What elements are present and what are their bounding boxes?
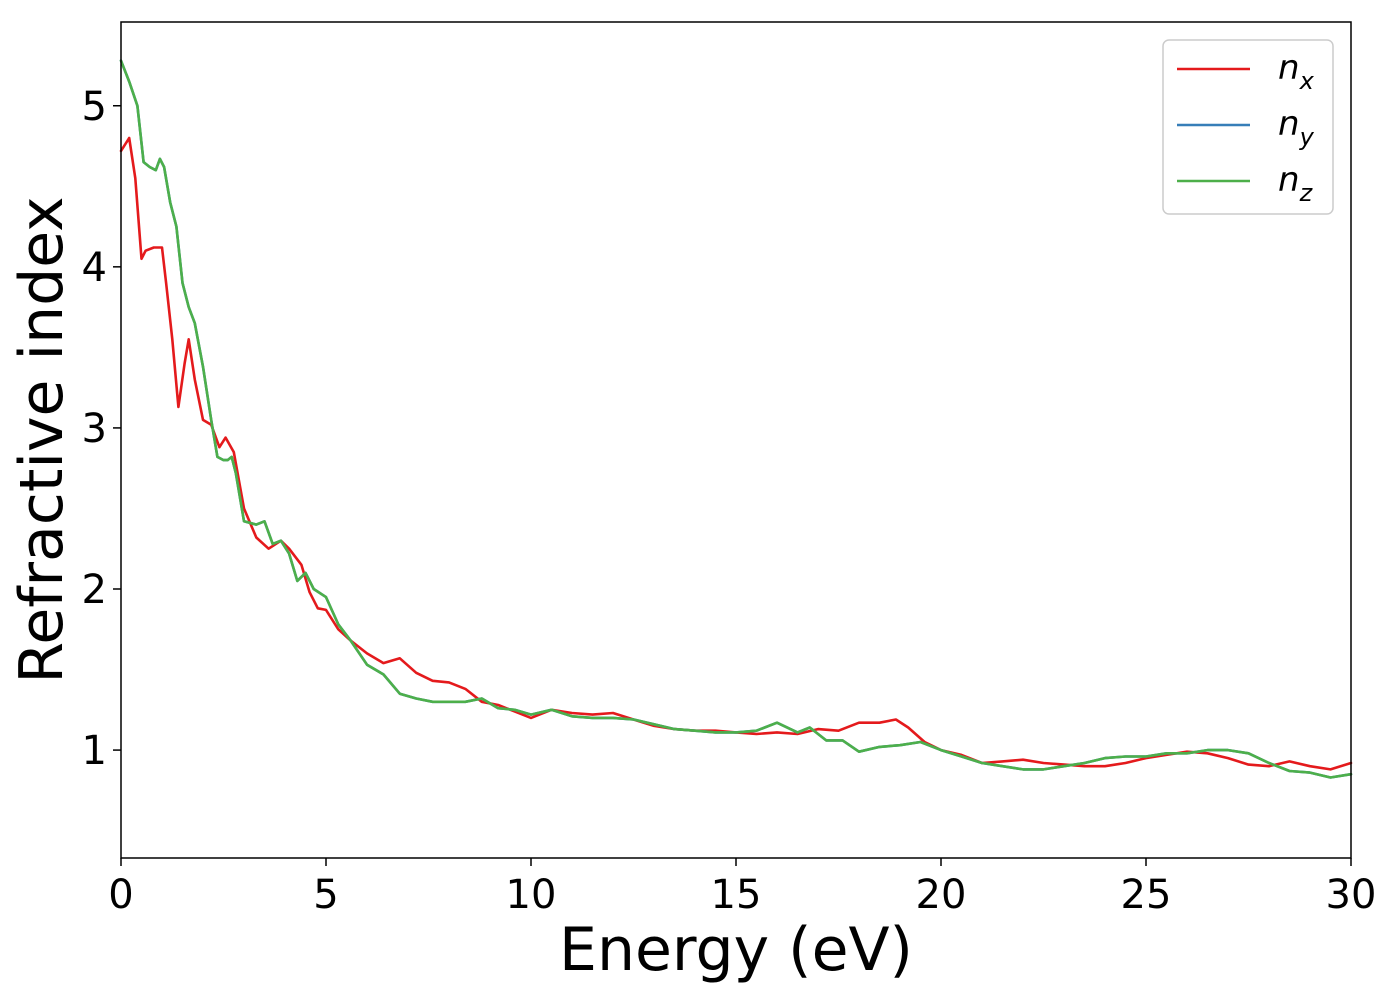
x-tick-label: 5 [313, 872, 338, 918]
y-tick-label: 5 [82, 84, 107, 130]
legend-label-base: n [1278, 104, 1300, 144]
legend-label-z: nz [1278, 160, 1314, 207]
x-tick-label: 15 [711, 872, 762, 918]
legend-label-y: ny [1278, 104, 1315, 151]
x-tick-label: 20 [916, 872, 967, 918]
x-axis-title: Energy (eV) [559, 915, 913, 985]
y-tick-label: 4 [82, 245, 107, 291]
legend-label-base: n [1278, 160, 1300, 200]
x-tick-label: 0 [108, 872, 133, 918]
series-line-z [119, 59, 1353, 779]
series-layer [119, 59, 1353, 779]
y-axis-ticks: 1 2 3 4 5 [82, 84, 121, 774]
x-tick-label: 25 [1121, 872, 1172, 918]
legend-box [1162, 39, 1334, 215]
y-tick-label: 3 [82, 406, 107, 452]
legend-label-subscript: x [1299, 67, 1315, 95]
y-tick-label: 2 [82, 567, 107, 613]
series-line-x [119, 136, 1353, 771]
x-axis-ticks: 0 5 10 15 20 25 30 [108, 858, 1376, 918]
legend-label-base: n [1278, 48, 1300, 88]
legend-label-subscript: z [1299, 179, 1314, 207]
x-tick-label: 10 [506, 872, 557, 918]
legend-label-subscript: y [1299, 123, 1315, 151]
x-tick-label: 30 [1326, 872, 1377, 918]
y-axis-title: Refractive index [7, 196, 77, 683]
legend-label-x: nx [1278, 48, 1315, 95]
y-tick-label: 1 [82, 728, 107, 774]
